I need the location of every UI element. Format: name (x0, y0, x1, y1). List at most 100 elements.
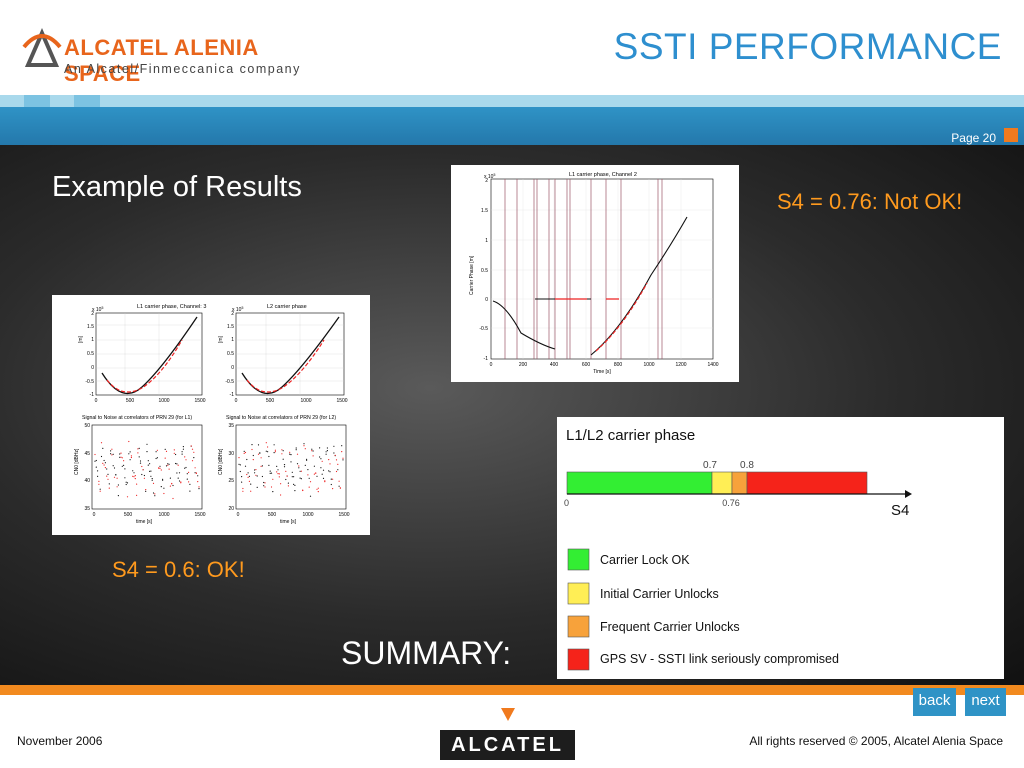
svg-text:45: 45 (84, 451, 90, 457)
snr-point (251, 444, 253, 446)
snr-point (132, 475, 134, 477)
snr-point (141, 465, 143, 468)
snr-point (287, 485, 289, 487)
snr-point (238, 457, 240, 459)
tick-label: 0.8 (740, 460, 754, 471)
snr-point (182, 446, 184, 448)
svg-text:1.5: 1.5 (227, 324, 234, 330)
svg-text:0: 0 (91, 365, 94, 371)
snr-point (298, 465, 300, 467)
snr-point (295, 447, 297, 449)
snr-point (248, 475, 250, 477)
s4-scale-panel: L1/L2 carrier phase 0.7 0.8 0 0.76 S4 Ca… (557, 417, 1004, 679)
snr-point (293, 476, 295, 478)
snr-point (312, 455, 314, 457)
snr-point (173, 452, 175, 454)
snr-point (107, 478, 109, 480)
svg-text:2: 2 (91, 311, 94, 317)
svg-text:2: 2 (485, 178, 488, 184)
snr-point (329, 471, 331, 473)
snr-point (163, 487, 165, 489)
snr-point (112, 453, 114, 455)
svg-text:1200: 1200 (675, 362, 686, 368)
snr-point (182, 448, 184, 450)
snr-point (191, 448, 194, 450)
legend-swatch-yellow (567, 582, 590, 605)
snr-point (246, 473, 248, 476)
snr-point (119, 456, 121, 458)
svg-text:0.5: 0.5 (87, 351, 94, 357)
snr-point (130, 455, 132, 457)
svg-text:1000: 1000 (158, 512, 169, 518)
axis-arrow-icon (905, 490, 912, 498)
snr-point (291, 471, 293, 473)
snr-point (337, 463, 339, 465)
snr-point (300, 470, 302, 472)
slide-title: SSTI PERFORMANCE (613, 26, 1002, 67)
snr-point (100, 442, 103, 444)
snr-point (274, 449, 276, 451)
snr-point (120, 452, 122, 454)
snr-point (304, 464, 306, 466)
snr-point (124, 477, 126, 479)
snr-point (325, 453, 327, 455)
snr-point (198, 488, 200, 490)
snr-point (256, 486, 258, 488)
snr-point (146, 443, 148, 445)
snr-point (282, 450, 284, 452)
snr-point (265, 442, 267, 444)
snr-point (254, 469, 256, 471)
snr-point (121, 465, 123, 467)
snr-point (94, 453, 96, 456)
snr-point (283, 466, 286, 468)
snr-point (239, 464, 241, 466)
snr-point (304, 448, 306, 450)
snr-point (342, 459, 344, 461)
x-axis-label: Time [s] (593, 369, 611, 375)
snr-point (136, 494, 138, 496)
figure-title: L1 carrier phase, Channel 2 (569, 172, 637, 178)
snr-point (130, 456, 132, 459)
snr-point (333, 445, 335, 447)
snr-point (198, 486, 200, 488)
snr-point (276, 471, 278, 473)
snr-point (195, 472, 197, 474)
svg-text:500: 500 (124, 512, 133, 518)
snr-point (320, 467, 322, 469)
snr-point (112, 465, 114, 467)
snr-point (272, 491, 274, 493)
svg-text:-1: -1 (230, 392, 235, 398)
snr-point (111, 454, 113, 456)
snr-point (267, 446, 269, 448)
snr-point (332, 478, 334, 480)
snr-point (162, 478, 164, 480)
next-button[interactable]: next (965, 688, 1006, 716)
snr-point (255, 469, 257, 471)
snr-point (172, 497, 174, 500)
svg-text:500: 500 (268, 512, 277, 518)
snr-point (159, 465, 161, 467)
snr-point (289, 453, 291, 455)
snr-point (119, 453, 121, 455)
company-name: ALCATEL ALENIA SPACE (64, 35, 258, 86)
snr-point (290, 454, 292, 456)
svg-text:600: 600 (582, 362, 591, 368)
snr-point (338, 480, 340, 482)
snr-point (165, 450, 168, 452)
back-button[interactable]: back (913, 688, 956, 716)
svg-text:400: 400 (550, 362, 559, 368)
snr-point (167, 463, 169, 465)
snr-point (102, 447, 104, 449)
snr-point (113, 467, 116, 469)
snr-point (184, 467, 186, 469)
snr-point (333, 452, 335, 454)
snr-point (178, 480, 181, 482)
snr-point (136, 483, 138, 485)
snr-point (165, 465, 168, 467)
snr-point (329, 463, 331, 465)
snr-point (125, 481, 127, 483)
snr-point (324, 481, 326, 483)
footer-divider (0, 685, 1024, 695)
snr-point (341, 451, 343, 453)
snr-point (308, 477, 310, 479)
